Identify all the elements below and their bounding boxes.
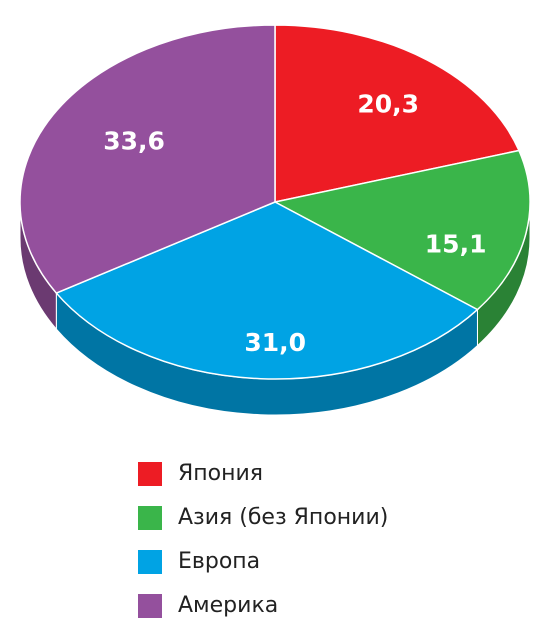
legend-swatch: [138, 550, 162, 574]
value-label: 20,3: [357, 89, 419, 118]
value-label: 15,1: [425, 229, 487, 258]
legend-label: Азия (без Японии): [178, 505, 388, 530]
pie-slice: [55, 201, 479, 380]
value-label: 33,6: [103, 127, 165, 156]
legend-label: Япония: [178, 461, 263, 486]
legend-swatch: [138, 462, 162, 486]
legend-label: Европа: [178, 549, 260, 574]
pie-slice: [19, 24, 276, 294]
legend-swatch: [138, 594, 162, 618]
legend-swatch: [138, 506, 162, 530]
value-label: 31,0: [244, 328, 306, 357]
legend-label: Америка: [178, 593, 278, 618]
pie-slice: [272, 149, 531, 311]
pie-slice: [274, 24, 521, 203]
